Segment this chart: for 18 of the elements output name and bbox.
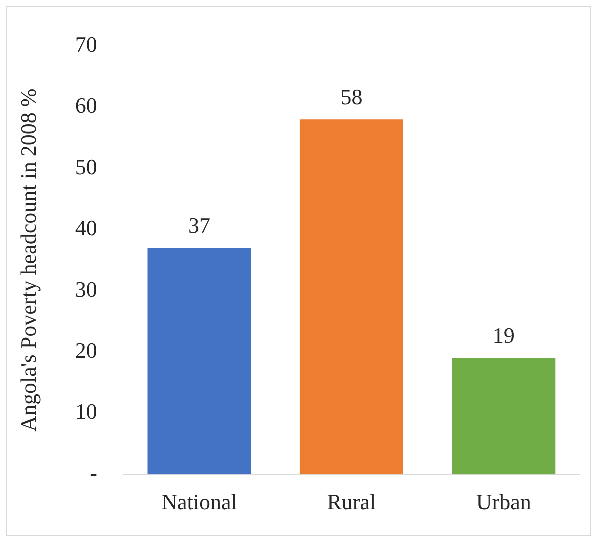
data-label: 37 <box>188 212 210 238</box>
data-label: 58 <box>340 84 363 110</box>
y-tick-label: 20 <box>75 338 98 363</box>
y-tick-label: - <box>90 460 98 486</box>
y-tick-label: 60 <box>75 93 98 118</box>
y-tick-label: 70 <box>75 32 98 57</box>
bar <box>452 358 556 475</box>
y-tick-label: 10 <box>75 399 98 424</box>
bar <box>300 120 404 475</box>
y-tick-label: 30 <box>75 276 98 302</box>
y-tick-label: 40 <box>75 216 98 241</box>
bar <box>148 248 252 475</box>
x-tick-label: Urban <box>476 490 532 515</box>
data-label: 19 <box>492 323 515 348</box>
y-tick-label: 50 <box>75 154 98 180</box>
x-tick-label: National <box>162 490 238 515</box>
y-axis-title: Angola's Poverty headcount in 2008 % <box>16 88 41 432</box>
x-tick-label: Rural <box>327 490 376 515</box>
